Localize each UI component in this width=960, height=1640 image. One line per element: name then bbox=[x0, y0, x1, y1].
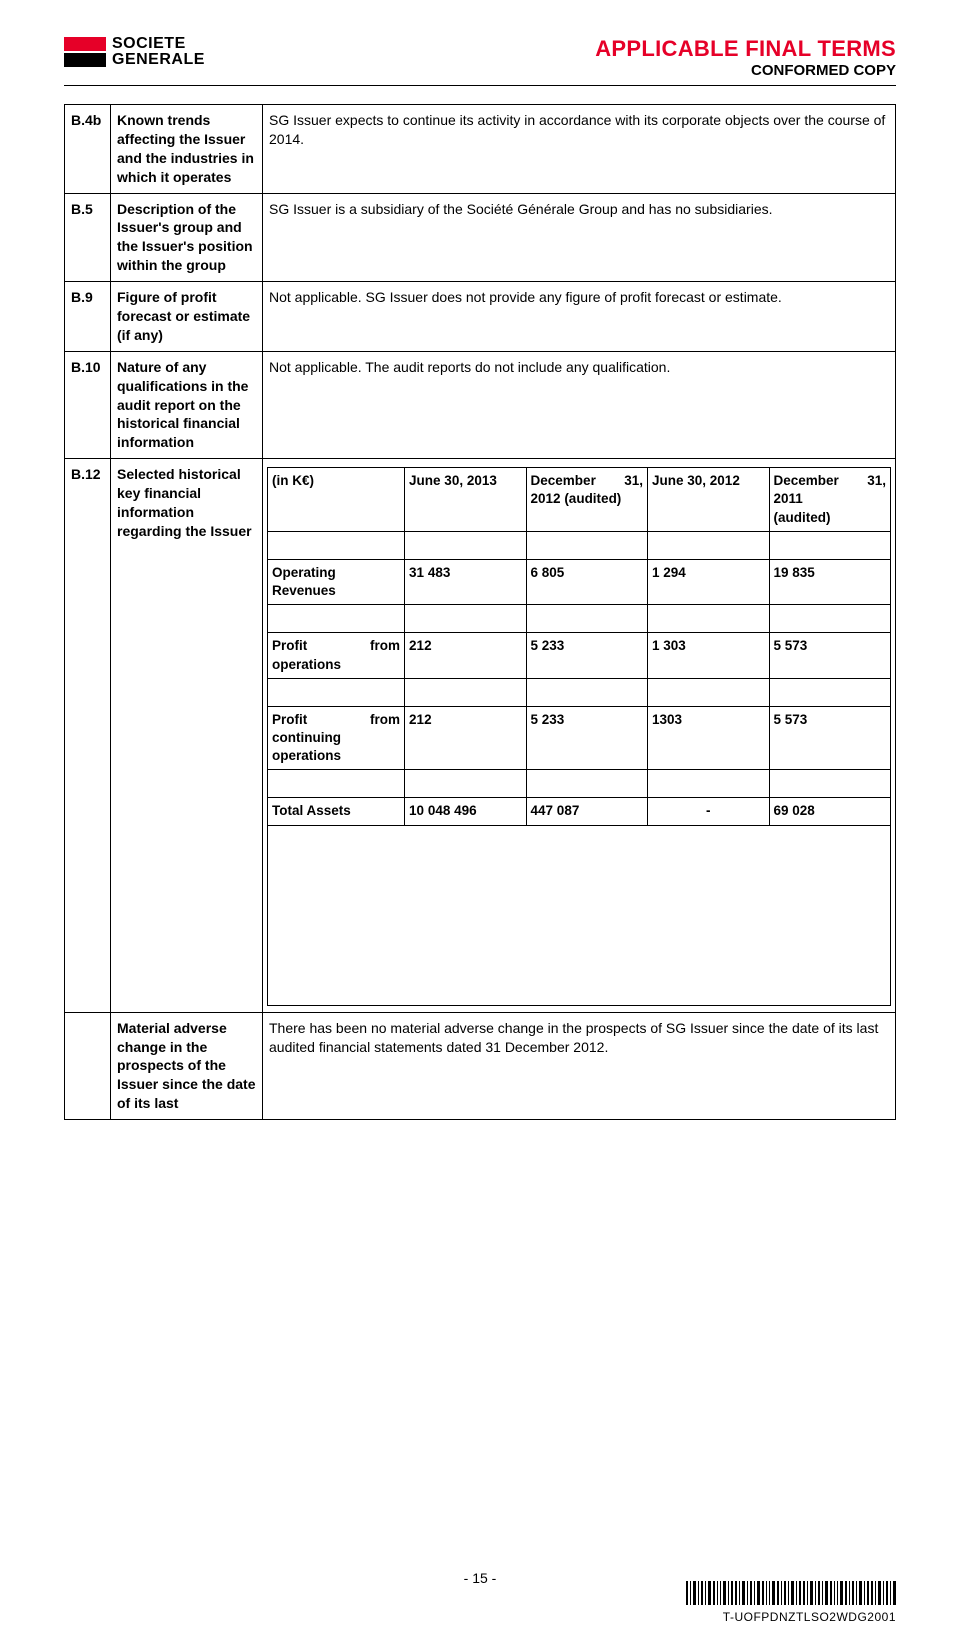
fin-h3: June 30, 2012 bbox=[648, 468, 769, 532]
doc-subtitle: CONFORMED COPY bbox=[595, 62, 896, 79]
fin-row-profit-ops: Profit from operations 212 5 233 1 303 5 … bbox=[268, 633, 891, 678]
fin-r3-lb: from bbox=[370, 711, 400, 729]
logo-red-half bbox=[64, 37, 106, 51]
fin-row-operating: Operating Revenues 31 483 6 805 1 294 19… bbox=[268, 559, 891, 604]
logo-line1: SOCIETE bbox=[112, 36, 205, 52]
header-right: APPLICABLE FINAL TERMS CONFORMED COPY bbox=[595, 36, 896, 79]
label-b9: Figure of profit forecast or estimate (i… bbox=[111, 282, 263, 352]
page-header: SOCIETE GENERALE APPLICABLE FINAL TERMS … bbox=[64, 36, 896, 86]
content-b4b: SG Issuer expects to continue its activi… bbox=[263, 105, 896, 194]
logo: SOCIETE GENERALE bbox=[64, 36, 205, 68]
fin-r3-v4: 5 573 bbox=[769, 706, 891, 770]
fin-r3-v1: 212 bbox=[405, 706, 526, 770]
fin-r4-v3: - bbox=[648, 798, 769, 825]
code-b10: B.10 bbox=[65, 351, 111, 458]
fin-r2-v4: 5 573 bbox=[769, 633, 891, 678]
fin-r4-v2: 447 087 bbox=[526, 798, 647, 825]
label-b4b: Known trends affecting the Issuer and th… bbox=[111, 105, 263, 194]
terms-table: B.4b Known trends affecting the Issuer a… bbox=[64, 104, 896, 1120]
fin-spacer bbox=[268, 531, 891, 559]
fin-h4d: (audited) bbox=[774, 509, 887, 527]
code-b9: B.9 bbox=[65, 282, 111, 352]
fin-r2-v2: 5 233 bbox=[526, 633, 647, 678]
label-b12: Selected historical key financial inform… bbox=[111, 459, 263, 1012]
fin-r1-label: Operating Revenues bbox=[268, 559, 405, 604]
logo-text: SOCIETE GENERALE bbox=[112, 36, 205, 68]
fin-h2a: December bbox=[531, 472, 596, 490]
fin-r3-la: Profit bbox=[272, 711, 307, 729]
row-b9: B.9 Figure of profit forecast or estimat… bbox=[65, 282, 896, 352]
content-mac: There has been no material adverse chang… bbox=[263, 1012, 896, 1119]
fin-r4-v4: 69 028 bbox=[769, 798, 891, 825]
fin-big-spacer bbox=[268, 825, 891, 1005]
row-material-adverse: Material adverse change in the prospects… bbox=[65, 1012, 896, 1119]
row-b12: B.12 Selected historical key financial i… bbox=[65, 459, 896, 1012]
fin-r1-v1: 31 483 bbox=[405, 559, 526, 604]
content-b10: Not applicable. The audit reports do not… bbox=[263, 351, 896, 458]
fin-r3-v3: 1303 bbox=[648, 706, 769, 770]
fin-r1-v4: 19 835 bbox=[769, 559, 891, 604]
fin-h4c: 2011 bbox=[774, 490, 887, 508]
fin-spacer bbox=[268, 770, 891, 798]
fin-h1: June 30, 2013 bbox=[405, 468, 526, 532]
fin-r2-lc: operations bbox=[272, 656, 400, 674]
fin-r1-v3: 1 294 bbox=[648, 559, 769, 604]
fin-h2c: 2012 (audited) bbox=[531, 490, 643, 508]
content-b9: Not applicable. SG Issuer does not provi… bbox=[263, 282, 896, 352]
fin-r2-la: Profit bbox=[272, 637, 307, 655]
row-b5: B.5 Description of the Issuer's group an… bbox=[65, 193, 896, 282]
label-mac: Material adverse change in the prospects… bbox=[111, 1012, 263, 1119]
fin-r4-v1: 10 048 496 bbox=[405, 798, 526, 825]
label-b5: Description of the Issuer's group and th… bbox=[111, 193, 263, 282]
fin-r3-ld: operations bbox=[272, 747, 400, 765]
page: SOCIETE GENERALE APPLICABLE FINAL TERMS … bbox=[0, 0, 960, 1640]
fin-h4b: 31, bbox=[867, 472, 886, 490]
fin-r2-v1: 212 bbox=[405, 633, 526, 678]
row-b10: B.10 Nature of any qualifications in the… bbox=[65, 351, 896, 458]
fin-h4a: December bbox=[774, 472, 839, 490]
fin-spacer bbox=[268, 605, 891, 633]
fin-row-total-assets: Total Assets 10 048 496 447 087 - 69 028 bbox=[268, 798, 891, 825]
fin-r2-lb: from bbox=[370, 637, 400, 655]
fin-row-profit-cont: Profit from continuing operations 212 5 2… bbox=[268, 706, 891, 770]
label-b10: Nature of any qualifications in the audi… bbox=[111, 351, 263, 458]
fin-r2-v3: 1 303 bbox=[648, 633, 769, 678]
fin-r3-lc: continuing bbox=[272, 729, 400, 747]
fin-header-row: (in K€) June 30, 2013 December 31, 2012 (… bbox=[268, 468, 891, 532]
logo-mark bbox=[64, 37, 106, 67]
code-b4b: B.4b bbox=[65, 105, 111, 194]
content-b5: SG Issuer is a subsidiary of the Société… bbox=[263, 193, 896, 282]
logo-black-half bbox=[64, 53, 106, 67]
fin-r3-v2: 5 233 bbox=[526, 706, 647, 770]
barcode-text: T-UOFPDNZTLSO2WDG2001 bbox=[686, 1610, 896, 1624]
fin-h0: (in K€) bbox=[268, 468, 405, 532]
logo-line2: GENERALE bbox=[112, 52, 205, 68]
code-mac bbox=[65, 1012, 111, 1119]
fin-r2-label: Profit from operations bbox=[268, 633, 405, 678]
content-b12: (in K€) June 30, 2013 December 31, 2012 (… bbox=[263, 459, 896, 1012]
code-b5: B.5 bbox=[65, 193, 111, 282]
barcode-block: T-UOFPDNZTLSO2WDG2001 bbox=[686, 1581, 896, 1624]
fin-r3-label: Profit from continuing operations bbox=[268, 706, 405, 770]
doc-title: APPLICABLE FINAL TERMS bbox=[595, 36, 896, 62]
fin-r1-v2: 6 805 bbox=[526, 559, 647, 604]
financial-table: (in K€) June 30, 2013 December 31, 2012 (… bbox=[267, 467, 891, 1005]
fin-h4: December 31, 2011 (audited) bbox=[769, 468, 891, 532]
row-b4b: B.4b Known trends affecting the Issuer a… bbox=[65, 105, 896, 194]
fin-h2b: 31, bbox=[624, 472, 643, 490]
fin-h2: December 31, 2012 (audited) bbox=[526, 468, 647, 532]
fin-spacer bbox=[268, 678, 891, 706]
fin-r4-label: Total Assets bbox=[268, 798, 405, 825]
barcode-icon bbox=[686, 1581, 896, 1605]
code-b12: B.12 bbox=[65, 459, 111, 1012]
